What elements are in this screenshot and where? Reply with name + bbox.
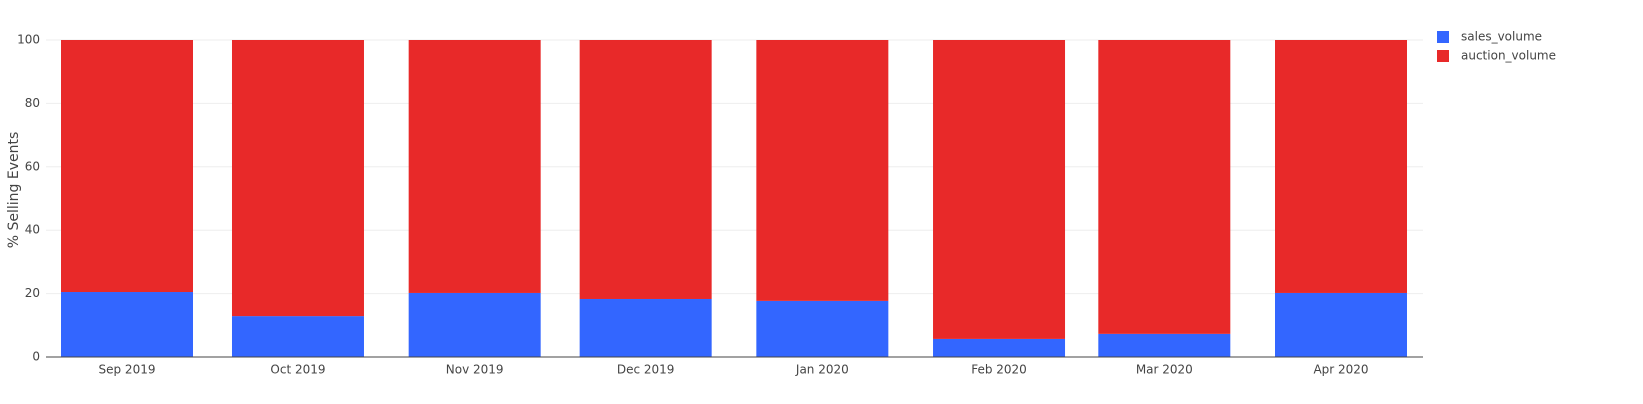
y-axis-label: % Selling Events — [6, 132, 22, 249]
bar-segment — [408, 40, 541, 293]
bar-segment — [1275, 292, 1407, 357]
bar-segment — [231, 316, 364, 357]
legend-swatch — [1437, 50, 1449, 62]
legend-label: sales_volume — [1461, 30, 1542, 44]
bar-segment — [933, 338, 1066, 357]
bar-segment — [933, 40, 1066, 339]
x-tick-label: Oct 2019 — [270, 363, 325, 377]
x-tick-label: Mar 2020 — [1136, 363, 1193, 377]
bar-segment — [231, 40, 364, 317]
y-tick-label: 80 — [25, 96, 40, 110]
bar-segment — [756, 40, 889, 301]
bar-segment — [61, 40, 193, 293]
legend-swatch — [1437, 31, 1449, 43]
legend-label: auction_volume — [1461, 49, 1556, 63]
x-tick-label: Apr 2020 — [1313, 363, 1368, 377]
bar-segment — [61, 292, 193, 357]
bar-segment — [579, 298, 712, 357]
bar-segment — [756, 300, 889, 357]
y-tick-label: 60 — [25, 159, 40, 173]
bar-segment — [1098, 40, 1231, 334]
y-tick-label: 40 — [25, 223, 40, 237]
x-tick-label: Sep 2019 — [99, 363, 156, 377]
y-tick-label: 0 — [32, 350, 40, 364]
bar-segment — [1098, 333, 1231, 357]
y-tick-label: 20 — [25, 286, 40, 300]
bar-segment — [579, 40, 712, 299]
x-tick-label: Dec 2019 — [617, 363, 675, 377]
x-tick-label: Feb 2020 — [971, 363, 1027, 377]
bar-segment — [1275, 40, 1407, 293]
x-tick-label: Nov 2019 — [446, 363, 504, 377]
bar-segment — [408, 292, 541, 357]
x-tick-label: Jan 2020 — [795, 363, 849, 377]
y-tick-label: 100 — [17, 33, 40, 47]
